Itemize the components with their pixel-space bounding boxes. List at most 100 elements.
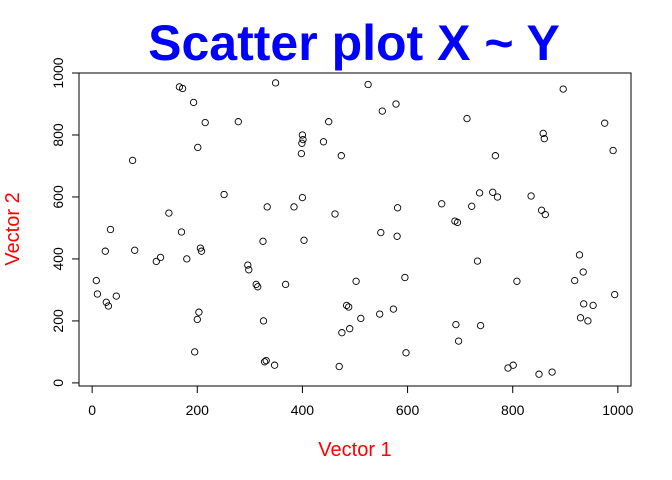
scatter-point	[220, 190, 228, 199]
scatter-point	[112, 292, 120, 300]
chart-title: Scatter plot X ~ Y	[148, 15, 560, 71]
scatter-point	[468, 202, 476, 210]
scatter-point	[541, 210, 549, 219]
scatter-point	[191, 348, 199, 356]
scatter-point	[402, 349, 410, 357]
scatter-point	[571, 276, 579, 285]
scatter-point	[299, 135, 307, 144]
scatter-point	[438, 200, 446, 208]
scatter-point	[378, 107, 386, 115]
scatter-point	[290, 203, 298, 211]
scatter-point	[193, 315, 201, 324]
scatter-point	[527, 192, 535, 200]
scatter-point	[335, 362, 343, 371]
scatter-point	[106, 225, 115, 234]
x-axis-label: Vector 1	[318, 439, 391, 461]
x-tick-label: 600	[396, 402, 420, 418]
scatter-point	[183, 255, 191, 263]
scatter-point	[377, 228, 385, 237]
scatter-point	[244, 261, 252, 269]
x-tick-label: 200	[186, 402, 210, 418]
y-tick-label: 0	[50, 379, 66, 387]
x-tick-label: 1000	[602, 402, 633, 418]
scatter-point	[575, 251, 584, 259]
scatter-point	[189, 98, 198, 107]
scatter-point	[493, 193, 502, 201]
scatter-point	[298, 131, 307, 139]
scatter-point	[319, 138, 328, 146]
scatter-point	[540, 135, 548, 143]
scatter-point	[589, 301, 597, 310]
scatter-point	[337, 152, 345, 160]
scatter-point	[392, 100, 400, 108]
scatter-point	[281, 280, 290, 289]
scatter-point	[194, 143, 202, 152]
scatter-point	[584, 317, 592, 325]
y-tick-label: 1000	[50, 57, 66, 88]
scatter-point	[345, 303, 353, 311]
scatter-point	[298, 193, 307, 202]
x-tick-label: 800	[501, 402, 525, 418]
scatter-point	[393, 232, 401, 240]
scatter-point	[104, 302, 113, 310]
scatter-point	[197, 247, 206, 255]
scatter-point	[298, 139, 306, 147]
scatter-point	[342, 301, 351, 310]
points-layer	[92, 79, 619, 378]
scatter-point	[489, 188, 497, 196]
scatter-point	[195, 308, 203, 316]
scatter-point	[509, 361, 517, 369]
scatter-point	[576, 314, 585, 322]
scatter-point	[401, 273, 409, 282]
scatter-point	[601, 119, 609, 127]
y-tick-label: 800	[50, 123, 66, 147]
scatter-point	[535, 370, 543, 378]
scatter-point	[357, 314, 365, 323]
y-tick-label: 400	[50, 247, 66, 271]
scatter-point	[300, 236, 308, 244]
scatter-point	[331, 210, 339, 218]
plot-frame	[78, 72, 632, 387]
scatter-point	[559, 85, 567, 93]
scatter-point	[201, 118, 209, 127]
scatter-point	[254, 283, 262, 291]
x-axis: 0 200 400 600 800 1000	[88, 385, 634, 418]
scatter-point	[263, 203, 271, 211]
scatter-point	[131, 246, 139, 254]
y-axis: 0 200 400 600 800 1000	[50, 57, 80, 387]
scatter-point	[548, 368, 556, 376]
scatter-point	[389, 305, 398, 313]
scatter-point	[262, 356, 270, 365]
scatter-point	[271, 79, 280, 87]
scatter-point	[463, 114, 471, 123]
scatter-point	[165, 209, 173, 217]
scatter-point	[579, 268, 587, 276]
scatter-point	[93, 290, 102, 298]
scatter-point	[376, 310, 384, 318]
scatter-point	[452, 320, 460, 329]
scatter-point	[539, 129, 547, 138]
scatter-point	[338, 329, 346, 337]
scatter-point	[325, 118, 333, 126]
y-tick-label: 600	[50, 185, 66, 209]
scatter-point	[178, 84, 187, 93]
scatter-point	[491, 152, 500, 160]
y-tick-label: 200	[50, 309, 66, 333]
scatter-point	[259, 237, 267, 245]
scatter-point	[102, 298, 110, 306]
scatter-point	[156, 253, 165, 262]
scatter-point	[473, 257, 482, 265]
scatter-point	[476, 321, 485, 330]
scatter-point	[609, 146, 617, 155]
scatter-point	[196, 244, 205, 252]
scatter-point	[177, 228, 186, 236]
scatter-point	[537, 206, 546, 214]
scatter-point	[101, 247, 109, 255]
scatter-point	[297, 149, 306, 158]
scatter-point	[453, 218, 462, 227]
x-tick-label: 0	[88, 402, 96, 418]
scatter-point	[346, 325, 354, 333]
scatter-point	[611, 290, 619, 299]
scatter-point	[270, 361, 279, 369]
